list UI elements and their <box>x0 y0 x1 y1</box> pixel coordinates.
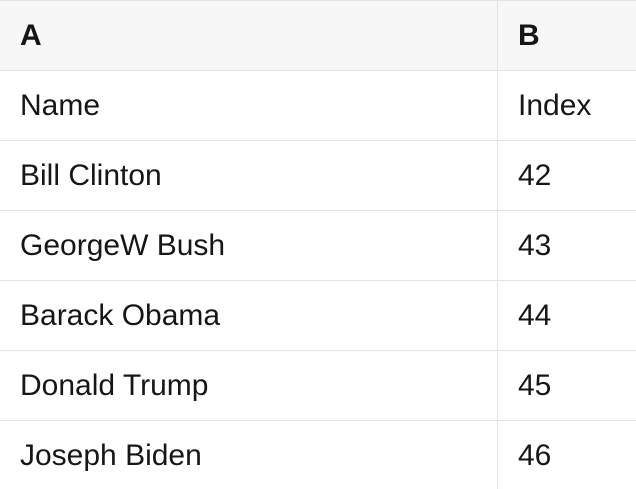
cell-name[interactable]: Joseph Biden <box>0 421 498 489</box>
table-row: Donald Trump 45 <box>0 351 636 421</box>
cell-index[interactable]: Index <box>518 88 592 122</box>
cell-name[interactable]: GeorgeW Bush <box>0 211 498 280</box>
cell-index[interactable]: 46 <box>518 438 552 472</box>
cell-index[interactable]: 42 <box>518 158 552 192</box>
column-header-b[interactable]: B <box>518 18 540 52</box>
cell-index[interactable]: 44 <box>518 298 552 332</box>
table-row: Name Index <box>0 71 636 141</box>
cell-index[interactable]: 45 <box>518 368 552 402</box>
cell-name[interactable]: Name <box>0 71 498 140</box>
cell-name[interactable]: Bill Clinton <box>0 141 498 210</box>
table-row: Barack Obama 44 <box>0 281 636 351</box>
cell-index[interactable]: 43 <box>518 228 552 262</box>
column-header-a[interactable]: A <box>0 1 498 70</box>
table-row: Bill Clinton 42 <box>0 141 636 211</box>
column-header-row: A B <box>0 1 636 71</box>
table-row: Joseph Biden 46 <box>0 421 636 489</box>
table-row: GeorgeW Bush 43 <box>0 211 636 281</box>
cell-name[interactable]: Barack Obama <box>0 281 498 350</box>
cell-name[interactable]: Donald Trump <box>0 351 498 420</box>
